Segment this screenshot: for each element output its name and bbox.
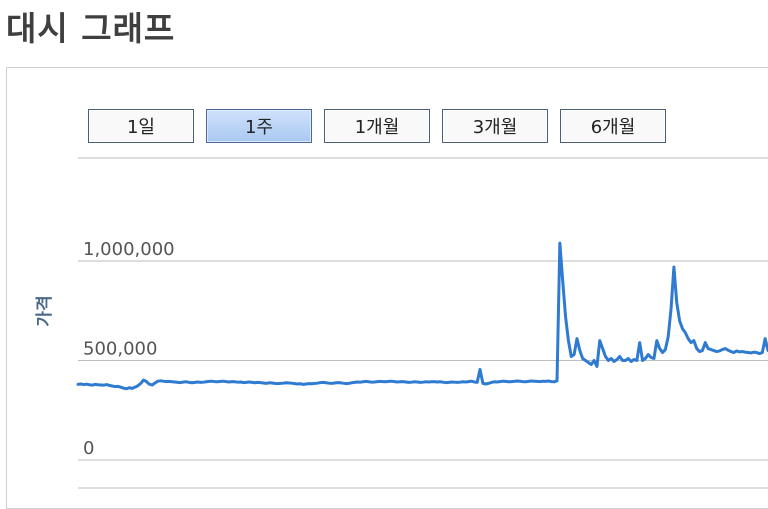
page-title: 대시 그래프 [6, 9, 176, 48]
price-line-chart: 0 500,000 1,000,000 가격 [35, 157, 768, 489]
y-tick-labels: 0 500,000 1,000,000 [83, 239, 175, 459]
range-button-3m[interactable]: 3개월 [442, 109, 548, 143]
price-series-line [76, 241, 768, 391]
range-button-6m[interactable]: 6개월 [560, 109, 666, 143]
y-tick-label: 0 [83, 438, 94, 459]
gridlines [78, 260, 768, 461]
range-button-1w[interactable]: 1주 [206, 109, 312, 143]
y-axis-label: 가격 [35, 295, 55, 326]
range-button-1m[interactable]: 1개월 [324, 109, 430, 143]
range-button-1d[interactable]: 1일 [88, 109, 194, 143]
y-tick-label: 1,000,000 [83, 239, 175, 260]
series-layer [76, 241, 768, 391]
y-tick-label: 500,000 [83, 339, 157, 360]
